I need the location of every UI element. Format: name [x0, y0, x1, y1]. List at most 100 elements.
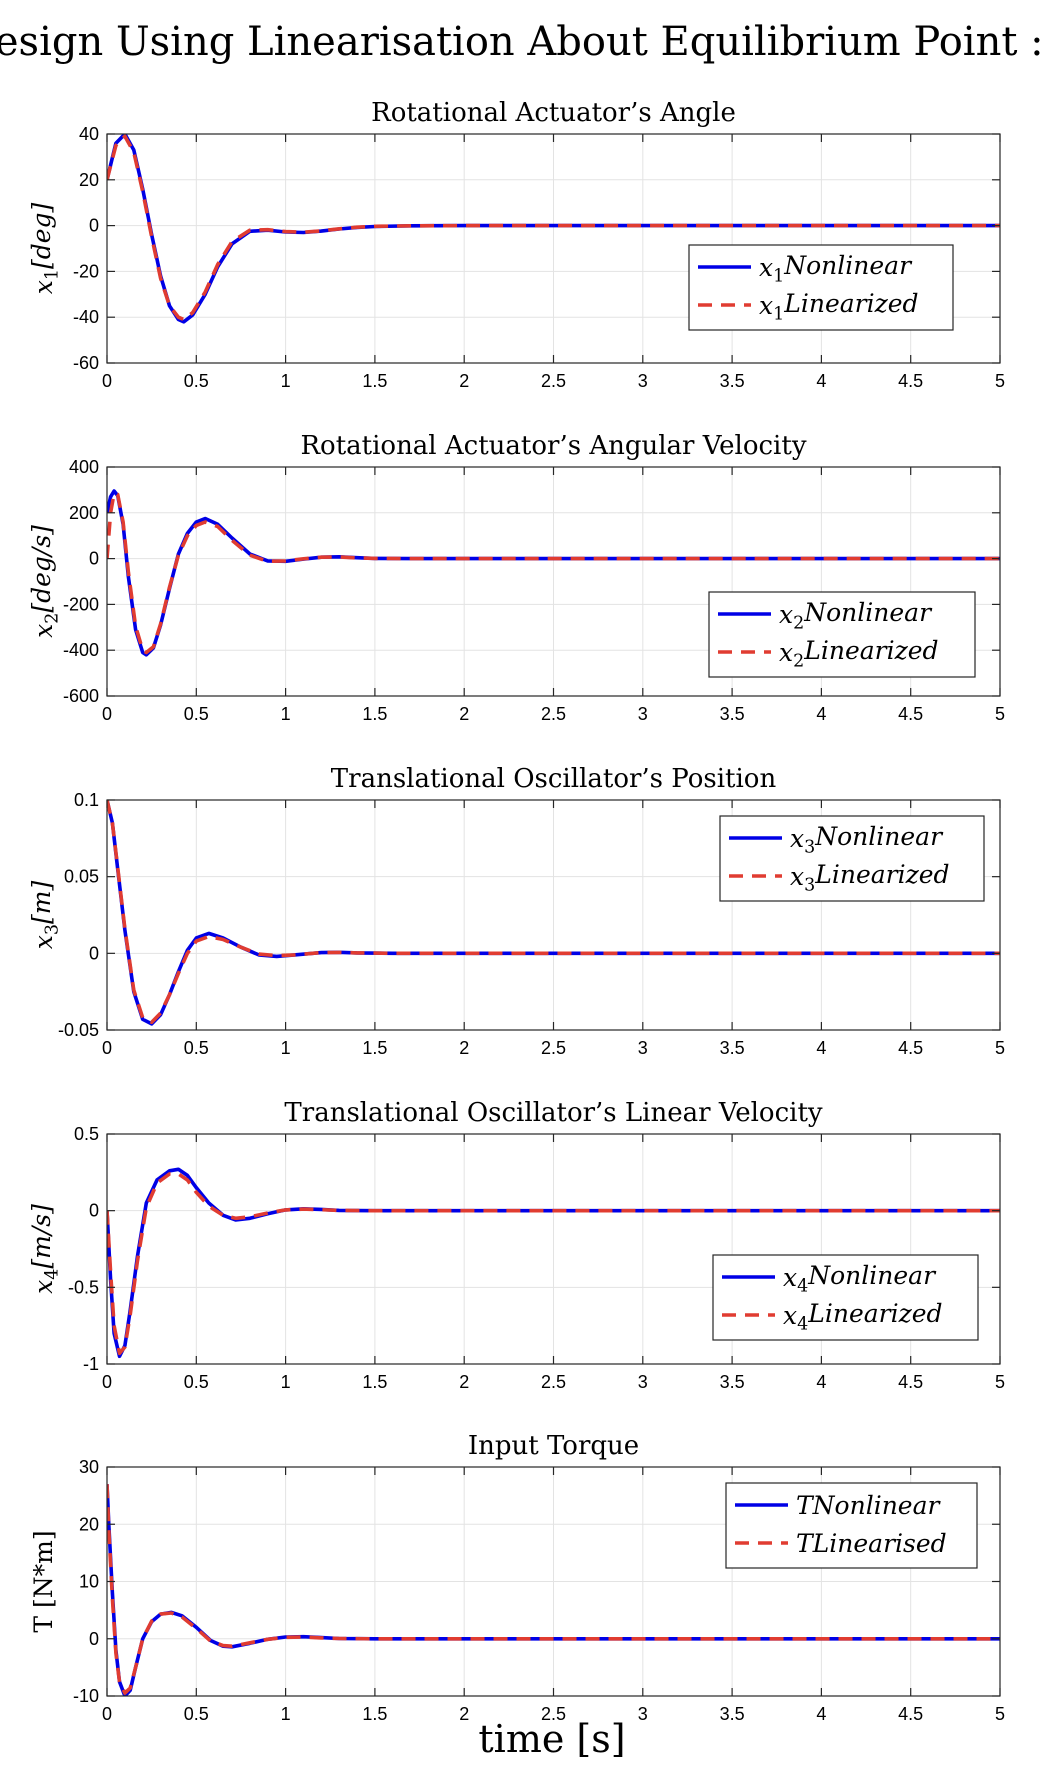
x-tick-label: 2.5 [541, 371, 566, 391]
legend-label: x2Nonlinear [779, 598, 933, 634]
x-tick-label: 2 [459, 371, 469, 391]
subplot-title: Input Torque [468, 1431, 639, 1461]
y-axis-label: T [N*m] [29, 1530, 58, 1632]
series-line-linearized [107, 134, 1000, 322]
y-tick-label: 30 [79, 1457, 99, 1477]
x-tick-label: 3 [638, 1704, 648, 1724]
y-tick-label: 200 [69, 503, 99, 523]
x-tick-label: 5 [995, 1038, 1005, 1058]
subplot-title: Rotational Actuator’s Angular Velocity [300, 431, 806, 461]
x-tick-label: 2 [459, 1704, 469, 1724]
x-tick-label: 1.5 [362, 1372, 387, 1392]
y-tick-label: 20 [79, 1514, 99, 1534]
y-tick-label: -10 [73, 1686, 99, 1706]
x-tick-label: 4.5 [898, 1038, 923, 1058]
legend-label: TNonlinear [796, 1491, 941, 1520]
x-tick-label: 1.5 [362, 1704, 387, 1724]
series-line-linearized [107, 491, 1000, 655]
y-tick-label: 0.5 [74, 1124, 99, 1144]
y-tick-label: 0 [89, 943, 99, 963]
y-tick-label: 0 [89, 216, 99, 236]
legend-label: x3Nonlinear [790, 822, 944, 858]
x-axis-label: time [s] [478, 1717, 625, 1761]
x-tick-label: 3 [638, 704, 648, 724]
x-tick-label: 2 [459, 1038, 469, 1058]
legend-label: x4Linearized [783, 1299, 943, 1335]
x-tick-label: 5 [995, 1704, 1005, 1724]
x-tick-label: 0.5 [184, 1038, 209, 1058]
x-tick-label: 1 [281, 1038, 291, 1058]
x-tick-label: 0 [102, 371, 112, 391]
series-line-linearized [107, 800, 1000, 1025]
legend-box [712, 1254, 979, 1341]
legend-label: x2Linearized [779, 636, 939, 672]
legend-box [688, 244, 954, 331]
x-tick-label: 4.5 [898, 704, 923, 724]
x-tick-label: 3 [638, 371, 648, 391]
x-tick-label: 0 [102, 704, 112, 724]
x-tick-label: 2.5 [541, 1704, 566, 1724]
x-tick-label: 4.5 [898, 1704, 923, 1724]
x-tick-label: 2 [459, 704, 469, 724]
y-tick-label: -40 [73, 307, 99, 327]
y-tick-label: -20 [73, 261, 99, 281]
x-tick-label: 4 [816, 1038, 826, 1058]
series-group [107, 800, 1000, 1026]
y-tick-label: -1 [83, 1354, 99, 1374]
x-tick-label: 3 [638, 1038, 648, 1058]
x-tick-label: 4.5 [898, 371, 923, 391]
y-axis-label: x3[m] [27, 881, 63, 950]
x-tick-label: 5 [995, 371, 1005, 391]
x-tick-label: 1.5 [362, 1038, 387, 1058]
figure-title: Design Using Linearisation About Equilib… [0, 19, 1048, 65]
x-tick-label: 5 [995, 704, 1005, 724]
y-tick-label: 400 [69, 457, 99, 477]
x-tick-label: 1 [281, 1372, 291, 1392]
series-line-linearized [107, 1172, 1000, 1356]
x-tick-label: 0.5 [184, 704, 209, 724]
x-tick-label: 0 [102, 1372, 112, 1392]
x-tick-label: 0.5 [184, 371, 209, 391]
y-tick-label: -600 [63, 686, 99, 706]
y-tick-label: -200 [63, 594, 99, 614]
subplot-title: Translational Oscillator’s Position [331, 764, 777, 794]
y-tick-label: -0.5 [68, 1277, 99, 1297]
x-tick-label: 2 [459, 1372, 469, 1392]
x-tick-label: 5 [995, 1372, 1005, 1392]
series-group [107, 134, 1000, 324]
y-tick-label: 0.05 [64, 867, 99, 887]
y-axis-label: x4[m/s] [27, 1204, 63, 1294]
series-group [107, 489, 1000, 657]
x-tick-label: 0.5 [184, 1372, 209, 1392]
legend-label: x1Linearized [759, 289, 919, 325]
x-tick-label: 3.5 [720, 1038, 745, 1058]
legend-label: x1Nonlinear [759, 251, 913, 287]
x-tick-label: 1 [281, 1704, 291, 1724]
x-tick-label: 3 [638, 1372, 648, 1392]
legend-box [719, 815, 985, 902]
y-axis-label: x1[deg] [27, 202, 63, 294]
subplot-3: Translational Oscillator’s Position 0 0.5 1… [27, 764, 1005, 1058]
y-tick-label: 10 [79, 1572, 99, 1592]
y-tick-label: -0.05 [58, 1020, 99, 1040]
legend-label: x3Linearized [790, 860, 950, 896]
series-group [107, 1167, 1000, 1359]
x-tick-label: 4 [816, 1704, 826, 1724]
x-tick-label: 1 [281, 371, 291, 391]
y-tick-label: -400 [63, 640, 99, 660]
x-tick-label: 2.5 [541, 704, 566, 724]
legend-box [708, 591, 976, 678]
x-tick-label: 2.5 [541, 1372, 566, 1392]
x-tick-label: 2.5 [541, 1038, 566, 1058]
x-tick-label: 3.5 [720, 704, 745, 724]
x-tick-label: 0.5 [184, 1704, 209, 1724]
x-tick-label: 3.5 [720, 1704, 745, 1724]
subplot-2: Rotational Actuator’s Angular Velocity 0 0… [27, 431, 1005, 724]
x-tick-label: 4.5 [898, 1372, 923, 1392]
